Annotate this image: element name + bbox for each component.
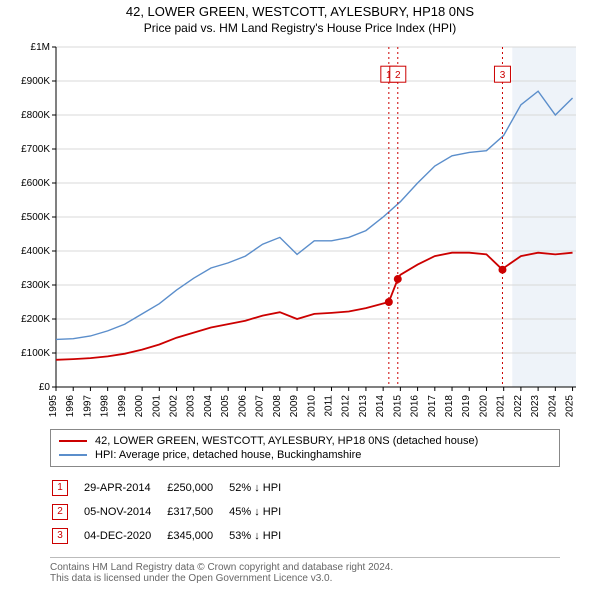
chart-area: £0 £100K £200K £300K £400K £500K £600K £700K £80… xyxy=(0,41,600,421)
event-row: 2 05-NOV-2014£317,50045% ↓ HPI xyxy=(52,501,295,523)
chart-title: 42, LOWER GREEN, WESTCOTT, AYLESBURY, HP… xyxy=(0,0,600,19)
svg-text:2014: 2014 xyxy=(375,395,386,418)
svg-text:2025: 2025 xyxy=(565,395,576,418)
event-marker: 3 xyxy=(52,528,68,544)
legend-row: 42, LOWER GREEN, WESTCOTT, AYLESBURY, HP… xyxy=(59,434,551,448)
svg-text:2006: 2006 xyxy=(237,395,248,418)
svg-text:2017: 2017 xyxy=(427,395,438,418)
svg-text:2004: 2004 xyxy=(203,395,214,418)
svg-text:3: 3 xyxy=(500,70,506,81)
event-price: £250,000 xyxy=(167,477,227,499)
legend-label: HPI: Average price, detached house, Buck… xyxy=(95,449,361,461)
svg-text:2009: 2009 xyxy=(289,395,300,418)
event-note: 53% ↓ HPI xyxy=(229,525,295,547)
svg-text:2005: 2005 xyxy=(220,395,231,418)
event-price: £345,000 xyxy=(167,525,227,547)
event-row: 3 04-DEC-2020£345,00053% ↓ HPI xyxy=(52,525,295,547)
svg-text:£700K: £700K xyxy=(21,144,50,155)
svg-text:2023: 2023 xyxy=(530,395,541,418)
legend-swatch xyxy=(59,454,87,456)
legend: 42, LOWER GREEN, WESTCOTT, AYLESBURY, HP… xyxy=(50,429,560,467)
svg-text:2001: 2001 xyxy=(151,395,162,418)
svg-text:2003: 2003 xyxy=(186,395,197,418)
svg-text:£1M: £1M xyxy=(31,42,50,53)
svg-text:2012: 2012 xyxy=(341,395,352,418)
svg-text:2010: 2010 xyxy=(306,395,317,418)
svg-text:£100K: £100K xyxy=(21,348,50,359)
svg-text:1997: 1997 xyxy=(82,395,93,418)
svg-text:£300K: £300K xyxy=(21,280,50,291)
legend-label: 42, LOWER GREEN, WESTCOTT, AYLESBURY, HP… xyxy=(95,435,478,447)
svg-text:£0: £0 xyxy=(39,382,51,393)
footer-line2: This data is licensed under the Open Gov… xyxy=(50,573,560,584)
events-table: 1 29-APR-2014£250,00052% ↓ HPI 2 05-NOV-201… xyxy=(50,475,297,549)
event-marker: 1 xyxy=(52,480,68,496)
svg-text:1996: 1996 xyxy=(65,395,76,418)
svg-text:2018: 2018 xyxy=(444,395,455,418)
svg-text:2013: 2013 xyxy=(358,395,369,418)
footer: Contains HM Land Registry data © Crown c… xyxy=(50,557,560,584)
event-date: 29-APR-2014 xyxy=(84,477,165,499)
event-price: £317,500 xyxy=(167,501,227,523)
svg-text:£600K: £600K xyxy=(21,178,50,189)
svg-text:2: 2 xyxy=(395,70,401,81)
svg-text:2015: 2015 xyxy=(392,395,403,418)
footer-line1: Contains HM Land Registry data © Crown c… xyxy=(50,562,560,573)
chart-subtitle: Price paid vs. HM Land Registry's House … xyxy=(0,19,600,41)
svg-text:2020: 2020 xyxy=(478,395,489,418)
svg-text:2008: 2008 xyxy=(272,395,283,418)
svg-text:2019: 2019 xyxy=(461,395,472,418)
event-row: 1 29-APR-2014£250,00052% ↓ HPI xyxy=(52,477,295,499)
svg-text:2000: 2000 xyxy=(134,395,145,418)
svg-text:£200K: £200K xyxy=(21,314,50,325)
svg-text:2011: 2011 xyxy=(323,395,334,417)
legend-row: HPI: Average price, detached house, Buck… xyxy=(59,448,551,462)
svg-text:1998: 1998 xyxy=(100,395,111,418)
svg-text:2021: 2021 xyxy=(496,395,507,418)
event-marker: 2 xyxy=(52,504,68,520)
svg-text:1995: 1995 xyxy=(48,395,59,418)
svg-text:£500K: £500K xyxy=(21,212,50,223)
svg-text:2016: 2016 xyxy=(410,395,421,418)
svg-text:2007: 2007 xyxy=(255,395,266,418)
svg-text:1999: 1999 xyxy=(117,395,128,418)
svg-text:£900K: £900K xyxy=(21,76,50,87)
svg-text:2024: 2024 xyxy=(547,395,558,418)
svg-text:£400K: £400K xyxy=(21,246,50,257)
svg-text:2002: 2002 xyxy=(169,395,180,418)
event-date: 05-NOV-2014 xyxy=(84,501,165,523)
event-date: 04-DEC-2020 xyxy=(84,525,165,547)
legend-swatch xyxy=(59,440,87,442)
event-note: 45% ↓ HPI xyxy=(229,501,295,523)
svg-text:2022: 2022 xyxy=(513,395,524,418)
event-note: 52% ↓ HPI xyxy=(229,477,295,499)
svg-text:£800K: £800K xyxy=(21,110,50,121)
